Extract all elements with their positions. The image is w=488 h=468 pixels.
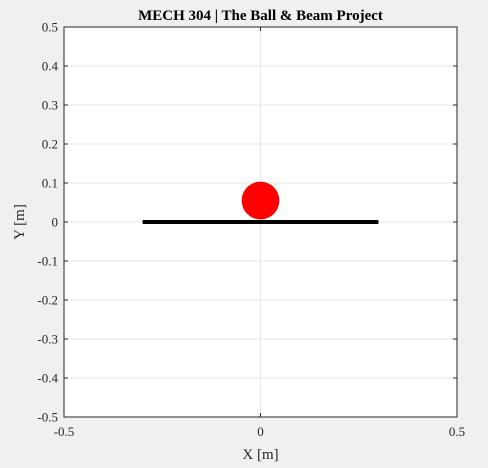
x-tick-label: 0	[257, 424, 264, 439]
y-tick-label: 0.5	[42, 20, 58, 35]
chart-title: MECH 304 | The Ball & Beam Project	[138, 8, 383, 24]
y-axis-label: Y [m]	[12, 204, 28, 240]
y-tick-label: 0.1	[42, 176, 58, 191]
y-tick-label: -0.4	[37, 371, 58, 386]
x-tick-label: 0.5	[449, 424, 465, 439]
x-axis-label: X [m]	[242, 447, 278, 463]
plot-content	[142, 181, 379, 224]
ball	[241, 181, 280, 220]
y-tick-label: -0.2	[37, 293, 58, 308]
y-tick-label: 0.4	[42, 59, 59, 74]
y-tick-label: -0.1	[37, 254, 58, 269]
ticks: -0.5 0 0.5 0.5 0.4 0.3 0.2 0.1 0 -0.1 -0.2 -0.3 -0.4…	[37, 20, 465, 440]
y-tick-label: -0.5	[37, 410, 58, 425]
y-tick-label: 0	[52, 215, 59, 230]
y-tick-label: 0.3	[42, 98, 58, 113]
y-tick-label: 0.2	[42, 137, 58, 152]
y-tick-label: -0.3	[37, 332, 58, 347]
x-tick-label: -0.5	[54, 424, 75, 439]
